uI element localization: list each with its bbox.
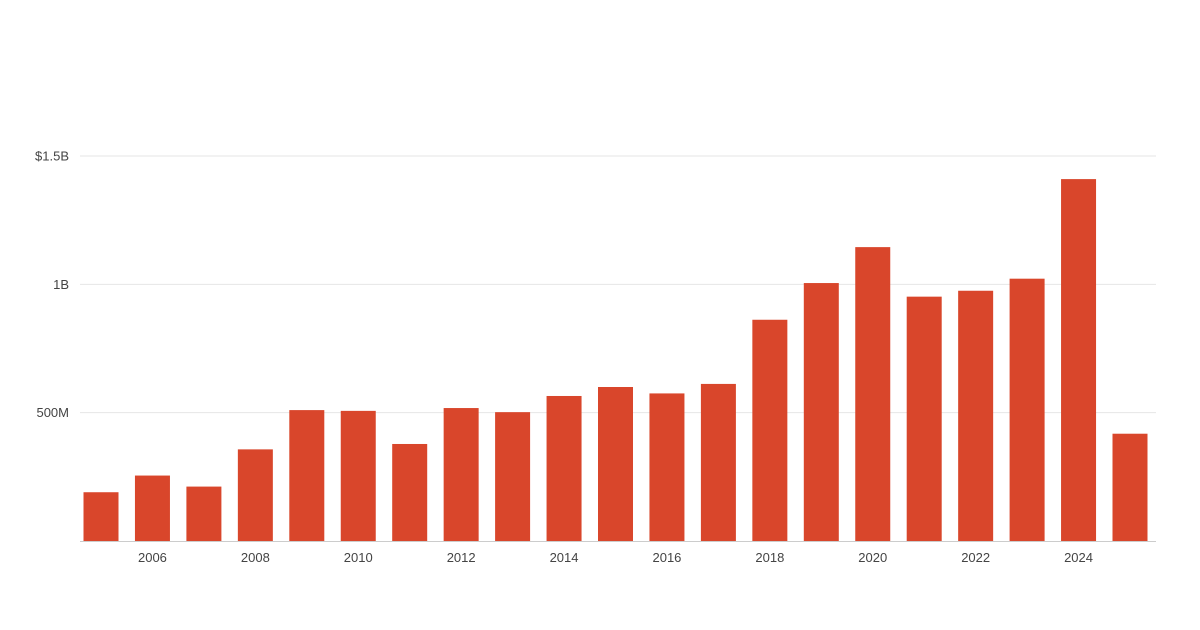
x-tick-label: 2024 — [1064, 550, 1093, 565]
bar-2022 — [958, 290, 994, 541]
bar-2016 — [649, 393, 685, 541]
y-tick-label: 1B — [53, 277, 69, 292]
bar-2010 — [340, 410, 376, 541]
bar-2021 — [906, 296, 942, 541]
bar-2020 — [855, 247, 891, 541]
x-axis-ticks: 2006 2008 2010 2012 2014 2016 2018 2020 2022 2024 — [138, 550, 1093, 565]
bar-2012 — [443, 408, 479, 541]
bar-2011 — [392, 443, 428, 541]
bar-2023 — [1009, 278, 1045, 541]
bar-2015 — [598, 387, 633, 541]
bar-2024 — [1061, 179, 1097, 541]
x-tick-label: 2018 — [755, 550, 784, 565]
bar-2018 — [752, 319, 788, 541]
x-tick-label: 2006 — [138, 550, 167, 565]
bars — [83, 179, 1148, 541]
bar-2005 — [83, 492, 119, 541]
x-tick-label: 2010 — [344, 550, 373, 565]
y-tick-label: 500M — [36, 405, 69, 420]
x-tick-label: 2014 — [550, 550, 579, 565]
x-tick-label: 2020 — [858, 550, 887, 565]
bar-2014 — [546, 395, 582, 541]
bar-2025 — [1112, 433, 1148, 541]
y-tick-label: $1.5B — [35, 149, 69, 164]
bar-2007 — [186, 486, 222, 541]
gridlines — [80, 155, 1156, 414]
x-tick-label: 2016 — [652, 550, 681, 565]
bar-2006 — [134, 475, 170, 541]
y-axis-ticks: 500M 1B $1.5B — [35, 149, 69, 421]
x-tick-label: 2008 — [241, 550, 270, 565]
bar-2008 — [237, 449, 273, 541]
bar-2017 — [700, 383, 736, 541]
bar-2019 — [803, 283, 839, 541]
x-tick-label: 2012 — [447, 550, 476, 565]
bar-2013 — [495, 412, 531, 541]
bar-2009 — [289, 410, 325, 541]
x-tick-label: 2022 — [961, 550, 990, 565]
